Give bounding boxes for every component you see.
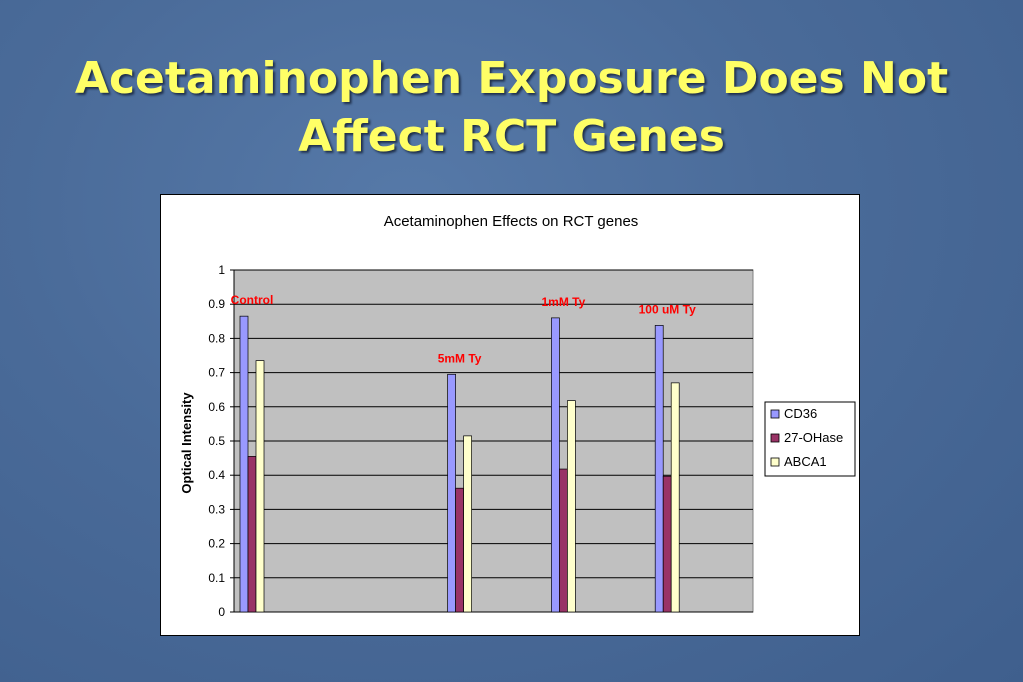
y-tick-label: 0.8 [208,331,225,345]
y-tick-label: 0 [218,605,225,619]
bar-27-ohase [662,475,672,613]
y-tick-label: 0.5 [208,434,225,448]
legend-label: ABCA1 [784,454,827,469]
y-tick-label: 0.2 [208,537,225,551]
bar-abca1 [255,360,265,613]
legend-swatch [770,409,780,419]
legend-label: CD36 [784,406,817,421]
slide-title-line-2: Affect RCT Genes [298,111,725,162]
category-label: 1mM Ty [542,295,586,309]
y-tick-label: 0.6 [208,400,225,414]
bar-27-ohase [559,468,568,613]
slide-title: Acetaminophen Exposure Does Not Affect R… [0,50,1023,166]
bar-abca1 [670,382,680,613]
bar-chart: Acetaminophen Effects on RCT genes Optic… [179,213,856,619]
slide-title-line-1: Acetaminophen Exposure Does Not [74,53,949,104]
bar-cd36 [654,325,664,613]
category-label: 100 uM Ty [639,302,696,316]
legend-swatch [770,457,780,467]
legend-box [764,401,856,477]
bar-cd36 [551,317,560,613]
category-label: Control [231,293,274,307]
chart-title: Acetaminophen Effects on RCT genes [384,213,639,230]
legend-label: 27-OHase [784,430,843,445]
y-tick-label: 0.9 [208,297,225,311]
legend-swatch [770,433,780,443]
bar-abca1 [463,435,472,613]
chart-panel: Acetaminophen Effects on RCT genes Optic… [160,194,860,636]
bar-27-ohase [455,487,464,613]
category-label: 5mM Ty [438,351,482,365]
bar-cd36 [447,373,456,613]
bar-27-ohase [247,456,257,613]
y-tick-label: 1 [218,263,225,277]
y-axis-label: Optical Intensity [179,392,194,494]
bar-abca1 [567,400,576,613]
plot-area: 0 0.1 0.2 0.3 0.4 0.5 0.6 0.7 0.8 0.9 1 Control 5mM … [208,263,754,619]
y-tick-label: 0.1 [208,571,225,585]
bar-cd36 [239,315,249,613]
y-tick-label: 0.7 [208,366,225,380]
legend: CD36 27-OHase ABCA1 [764,401,856,477]
y-tick-label: 0.3 [208,502,225,516]
y-tick-label: 0.4 [208,468,225,482]
